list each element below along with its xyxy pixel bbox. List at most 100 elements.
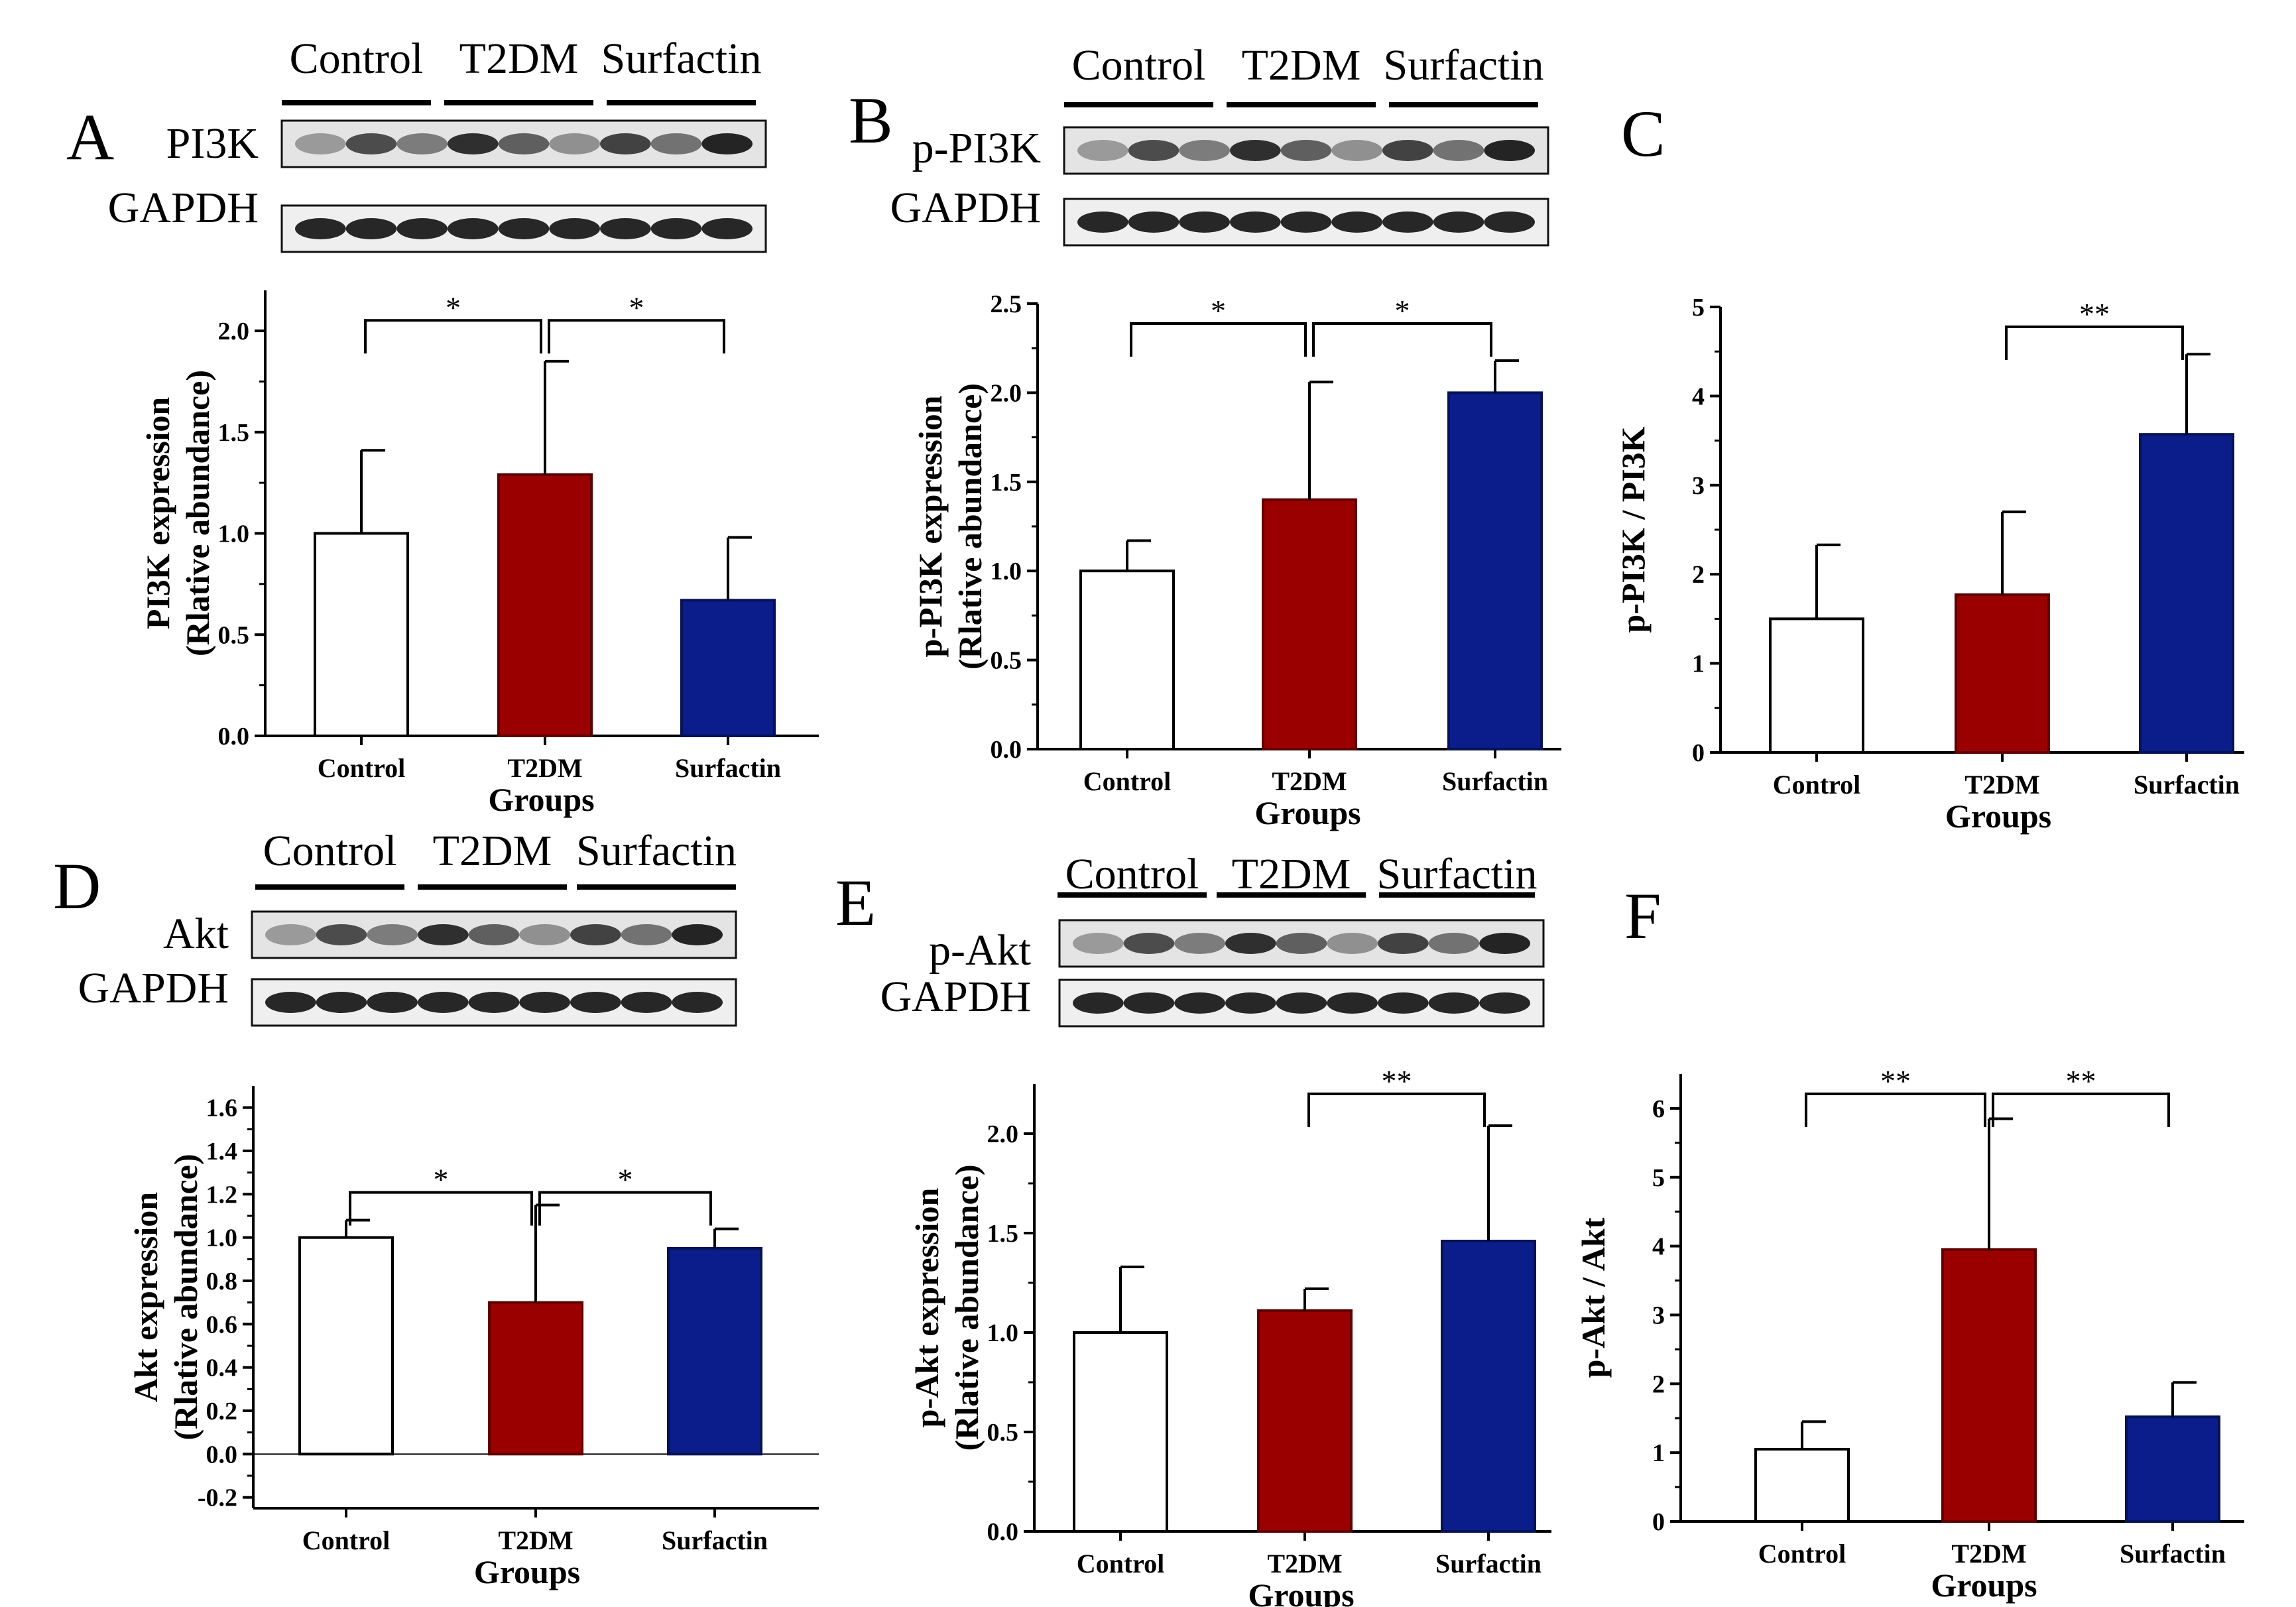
y-tick-label: 1.0 — [987, 1319, 1019, 1347]
bar-control — [1754, 1447, 1850, 1523]
y-tick-label: 0.0 — [987, 1518, 1019, 1546]
blot-band — [1331, 140, 1382, 161]
y-tick-label: 1.4 — [206, 1138, 238, 1165]
y-tick-label: 0.0 — [218, 723, 250, 750]
y-tick-label: 2 — [1652, 1370, 1665, 1398]
blot-group-label: Surfactin — [1377, 850, 1538, 898]
blot-group-label: Surfactin — [601, 34, 762, 83]
blot-group-label: Control — [290, 34, 424, 83]
blot-band — [345, 218, 397, 239]
blot-band — [549, 218, 601, 239]
bar-control — [1079, 569, 1175, 750]
y-axis-title: p-Akt expression — [908, 1187, 945, 1427]
y-axis-subtitle: (Rlative abundance) — [167, 1154, 204, 1441]
significance-marker: ** — [1382, 1064, 1412, 1098]
blot-band — [448, 133, 499, 154]
y-tick-label: 1.0 — [218, 520, 250, 548]
panel-f: F 0 1 2 3 4 5 6 Control T2DM Surfactin Groups p-Akt … — [1575, 879, 2244, 1604]
y-tick-label: 0.4 — [206, 1354, 238, 1382]
blot-band — [345, 133, 397, 154]
blot-group-label: Control — [263, 827, 397, 875]
x-axis-title: Groups — [488, 781, 594, 818]
blot-band — [621, 924, 672, 945]
y-tick-label: 0.0 — [206, 1441, 238, 1468]
y-tick-label: 2.5 — [991, 290, 1022, 318]
y-tick-label: 0.5 — [991, 647, 1022, 675]
x-tick-label: Control — [1773, 770, 1861, 800]
y-tick-label: 1.5 — [991, 469, 1022, 497]
blot-band — [600, 218, 651, 239]
blot-band — [1128, 211, 1179, 233]
blot-band — [519, 992, 571, 1013]
y-axis-subtitle: (Rlative abundance) — [179, 370, 216, 656]
blot-band — [1327, 992, 1378, 1014]
x-tick-label: Control — [318, 753, 406, 783]
blot-band — [1276, 933, 1327, 954]
blot-band — [468, 992, 520, 1013]
blot-group-label: Surfactin — [576, 827, 737, 875]
blot-row-label: GAPDH — [890, 184, 1041, 232]
y-axis-title: p-Akt / Akt — [1575, 1217, 1612, 1378]
blot-row-label: p-PI3K — [912, 124, 1041, 172]
panel-letter: D — [53, 849, 101, 923]
blot-band — [1077, 140, 1128, 161]
blot-band — [1179, 140, 1230, 161]
x-tick-label: Surfactin — [2120, 1539, 2226, 1569]
y-tick-label: 1 — [1652, 1439, 1665, 1467]
blot-band — [1280, 211, 1332, 233]
significance-bracket — [548, 319, 725, 354]
blot-band — [621, 992, 672, 1013]
panel-a: A Control T2DM Surfactin PI3K GAPDH 0.0 0.5 1.0 1… — [66, 34, 819, 818]
blot-band — [418, 924, 469, 945]
blot-band — [519, 924, 571, 945]
blot-band — [650, 218, 702, 239]
blot-band — [1479, 933, 1531, 954]
x-tick-label: T2DM — [1964, 770, 2039, 800]
blot-band — [650, 133, 702, 154]
blot-band — [1327, 933, 1378, 954]
blot-band — [498, 133, 550, 154]
y-tick-label: 1.0 — [991, 558, 1022, 585]
x-tick-label: T2DM — [1272, 766, 1347, 796]
blot-band — [265, 992, 316, 1013]
blot-band — [1378, 933, 1429, 954]
significance-bracket — [1805, 1093, 1986, 1127]
significance-marker: ** — [2079, 297, 2110, 331]
significance-marker: ** — [2066, 1064, 2096, 1098]
blot-band — [468, 924, 520, 945]
bar-t2dm — [1955, 593, 2050, 754]
blot-band — [265, 924, 316, 945]
y-tick-label: -0.2 — [198, 1484, 237, 1512]
bar-surfactin — [680, 599, 776, 737]
blot-band — [1382, 211, 1433, 233]
y-tick-label: 1 — [1692, 650, 1705, 678]
blot-band — [549, 133, 601, 154]
blot-band — [701, 133, 753, 154]
panel-letter: E — [835, 866, 876, 939]
y-axis-title: PI3K expression — [139, 397, 176, 630]
blot-band — [1073, 933, 1124, 954]
significance-bracket — [1307, 1093, 1486, 1127]
x-tick-label: T2DM — [1267, 1549, 1342, 1578]
significance-marker: * — [618, 1163, 633, 1197]
blot-group-label: Surfactin — [1384, 41, 1544, 89]
blot-row-label: Akt — [163, 910, 229, 958]
blot-band — [295, 133, 346, 154]
significance-bracket — [349, 1191, 533, 1226]
y-tick-label: 0.5 — [218, 621, 250, 649]
blot-row-label: p-Akt — [929, 926, 1031, 975]
x-tick-label: T2DM — [1951, 1539, 2026, 1569]
y-tick-label: 4 — [1652, 1233, 1665, 1261]
bar-surfactin — [2125, 1415, 2220, 1523]
y-tick-label: 2.0 — [991, 379, 1022, 407]
panel-d: D Control T2DM Surfactin Akt GAPDH -0.2 0.0 0.2 0… — [53, 827, 819, 1590]
x-tick-label: Control — [1077, 1549, 1165, 1578]
blot-group-label: Control — [1065, 850, 1199, 898]
y-tick-label: 0.5 — [987, 1419, 1019, 1447]
blot-band — [1179, 211, 1230, 233]
blot-band — [295, 218, 346, 239]
bar-t2dm — [1257, 1309, 1353, 1533]
blot-band — [1382, 140, 1433, 161]
blot-band — [1128, 140, 1179, 161]
